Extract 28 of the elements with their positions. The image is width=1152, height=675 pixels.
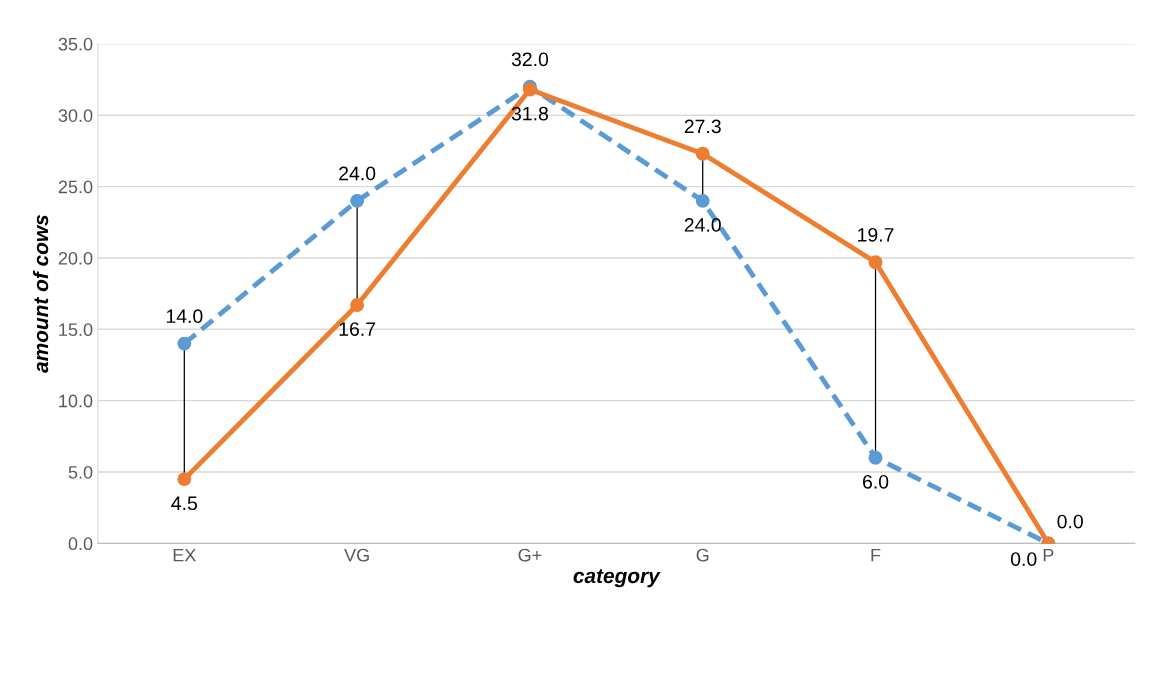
y-tick-label: 0.0: [68, 537, 93, 551]
y-tick-label: 20.0: [58, 251, 93, 265]
x-tick-label: VG: [344, 548, 369, 562]
data-label: 24.0: [684, 218, 721, 232]
y-tick-label: 25.0: [58, 180, 93, 194]
y-tick-label: 30.0: [58, 109, 93, 122]
data-label: 0.0: [1057, 514, 1083, 529]
data-label: 4.5: [171, 496, 198, 511]
y-tick-label: 15.0: [59, 323, 93, 337]
data-label: 0.0: [1010, 552, 1037, 566]
x-tick-label: F: [871, 548, 881, 562]
data-label: 31.8: [511, 106, 548, 121]
y-tick-label: 35.0: [58, 37, 93, 51]
data-label: 19.7: [858, 227, 894, 242]
x-tick-label: P: [1043, 548, 1054, 562]
data-label: 6.0: [862, 474, 889, 489]
data-label: 16.7: [339, 322, 376, 336]
x-tick-label: G+: [518, 548, 542, 562]
data-label: 27.3: [684, 119, 721, 134]
y-tick-label: 5.0: [68, 465, 93, 479]
data-label: 14.0: [166, 309, 203, 324]
y-tick-label: 10.0: [59, 394, 93, 408]
x-tick-label: EX: [173, 548, 196, 562]
y-axis-title: amount of cows: [32, 215, 49, 373]
x-axis-title: category: [573, 569, 661, 588]
data-label: 32.0: [511, 52, 549, 67]
x-tick-label: G: [696, 548, 709, 562]
data-label: 24.0: [339, 166, 376, 181]
